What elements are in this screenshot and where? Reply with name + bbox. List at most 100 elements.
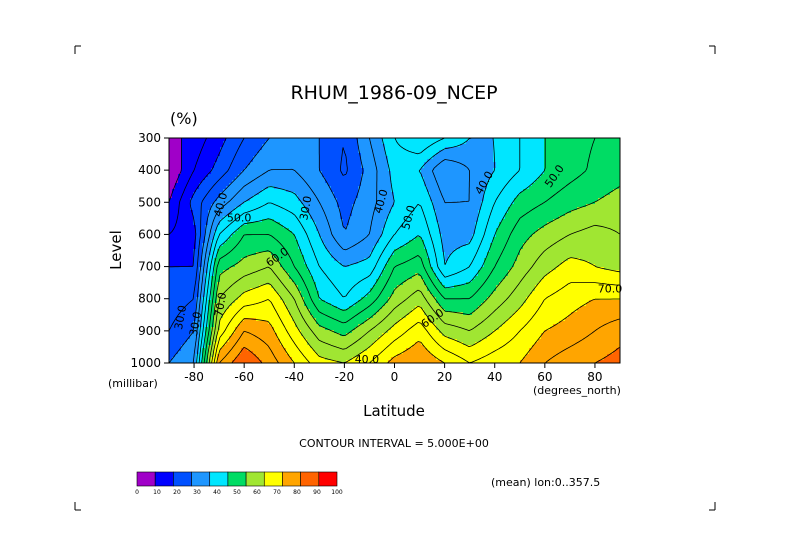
field-cell	[571, 189, 575, 193]
field-cell	[247, 216, 251, 220]
field-cell	[592, 234, 596, 238]
field-cell	[283, 177, 287, 181]
field-cell	[379, 198, 383, 202]
field-cell	[547, 231, 551, 235]
field-cell	[526, 162, 530, 166]
field-cell	[250, 231, 254, 235]
field-cell	[274, 204, 278, 208]
field-cell	[361, 222, 365, 226]
field-cell	[385, 231, 389, 235]
field-cell	[223, 198, 227, 202]
field-cell	[184, 189, 188, 193]
field-cell	[457, 186, 461, 190]
field-cell	[595, 180, 599, 184]
field-cell	[208, 165, 212, 169]
field-cell	[574, 219, 578, 223]
field-cell	[592, 192, 596, 196]
field-cell	[442, 207, 446, 211]
field-cell	[421, 225, 425, 229]
field-cell	[589, 213, 593, 217]
field-cell	[607, 174, 611, 178]
field-cell	[331, 186, 335, 190]
field-cell	[205, 231, 209, 235]
field-cell	[409, 171, 413, 175]
field-cell	[583, 201, 587, 205]
field-cell	[355, 162, 359, 166]
field-cell	[439, 189, 443, 193]
field-cell	[331, 183, 335, 187]
field-cell	[235, 186, 239, 190]
field-cell	[352, 183, 356, 187]
field-cell	[448, 153, 452, 157]
field-cell	[538, 195, 542, 199]
field-cell	[517, 231, 521, 235]
field-cell	[367, 207, 371, 211]
field-cell	[268, 165, 272, 169]
field-cell	[532, 192, 536, 196]
field-cell	[436, 168, 440, 172]
field-cell	[481, 162, 485, 166]
field-cell	[436, 141, 440, 145]
field-cell	[268, 186, 272, 190]
field-cell	[373, 174, 377, 178]
field-cell	[214, 210, 218, 214]
field-cell	[340, 189, 344, 193]
field-cell	[394, 156, 398, 160]
field-cell	[541, 195, 545, 199]
field-cell	[202, 168, 206, 172]
field-cell	[235, 180, 239, 184]
field-cell	[211, 147, 215, 151]
field-cell	[187, 225, 191, 229]
field-cell	[328, 189, 332, 193]
field-cell	[559, 156, 563, 160]
field-cell	[193, 171, 197, 175]
field-cell	[472, 213, 476, 217]
field-cell	[265, 228, 269, 232]
field-cell	[277, 165, 281, 169]
field-cell	[244, 165, 248, 169]
field-cell	[595, 207, 599, 211]
field-cell	[172, 237, 176, 241]
field-cell	[598, 138, 602, 142]
field-cell	[532, 201, 536, 205]
field-cell	[460, 153, 464, 157]
field-cell	[568, 219, 572, 223]
field-cell	[565, 228, 569, 232]
field-cell	[301, 231, 305, 235]
field-cell	[181, 147, 185, 151]
field-cell	[466, 144, 470, 148]
field-cell	[370, 234, 374, 238]
field-cell	[595, 186, 599, 190]
field-cell	[187, 156, 191, 160]
field-cell	[358, 234, 362, 238]
field-cell	[217, 138, 221, 142]
field-cell	[553, 198, 557, 202]
field-cell	[325, 207, 329, 211]
field-cell	[424, 216, 428, 220]
field-cell	[244, 174, 248, 178]
field-cell	[586, 222, 590, 226]
field-cell	[448, 198, 452, 202]
field-cell	[172, 162, 176, 166]
field-cell	[307, 141, 311, 145]
field-cell	[439, 183, 443, 187]
field-cell	[328, 150, 332, 154]
field-cell	[352, 156, 356, 160]
field-cell	[316, 168, 320, 172]
field-cell	[601, 210, 605, 214]
field-cell	[547, 147, 551, 151]
field-cell	[256, 144, 260, 148]
field-cell	[343, 144, 347, 148]
field-cell	[604, 195, 608, 199]
field-cell	[196, 231, 200, 235]
field-cell	[208, 228, 212, 232]
field-cell	[307, 195, 311, 199]
field-cell	[574, 141, 578, 145]
field-cell	[202, 159, 206, 163]
field-cell	[406, 171, 410, 175]
field-cell	[211, 168, 215, 172]
field-cell	[169, 177, 173, 181]
field-cell	[196, 213, 200, 217]
field-cell	[388, 195, 392, 199]
field-cell	[544, 198, 548, 202]
